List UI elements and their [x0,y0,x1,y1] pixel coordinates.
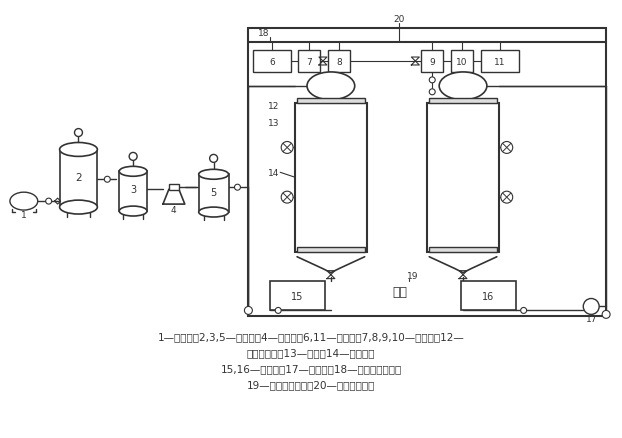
Circle shape [210,155,218,163]
Ellipse shape [439,73,487,101]
Circle shape [75,129,83,137]
Circle shape [45,199,52,205]
Bar [421,51,443,73]
Bar [328,51,350,73]
Ellipse shape [60,143,98,157]
Bar [119,172,147,212]
Text: 17: 17 [585,314,597,323]
Bar [248,29,606,317]
Text: 2: 2 [75,173,82,183]
Bar [60,150,98,208]
Bar [271,281,325,311]
Circle shape [429,78,435,84]
Text: 15: 15 [291,291,304,301]
Ellipse shape [119,167,147,177]
Text: 3: 3 [130,185,136,195]
Text: 14: 14 [267,168,279,177]
Ellipse shape [198,208,228,218]
Bar [169,185,179,191]
Text: 19: 19 [407,272,418,280]
Ellipse shape [119,207,147,216]
Text: 4: 4 [171,205,177,214]
Text: 1—压缩机；2,3,5—缓冲罐；4—配气瓶；6,11—高位槽；7,8,9,10—预热器；12—: 1—压缩机；2,3,5—缓冲罐；4—配气瓶；6,11—高位槽；7,8,9,10—… [157,332,465,342]
Bar [481,51,519,73]
Text: 7: 7 [306,57,312,66]
Bar [295,103,366,252]
Circle shape [429,90,435,95]
Circle shape [129,153,137,161]
Text: 10: 10 [457,57,468,66]
Bar [427,103,499,252]
Circle shape [275,308,281,314]
Text: 19—出气口采样口；20—转子流量计。: 19—出气口采样口；20—转子流量计。 [247,379,375,389]
Text: 9: 9 [429,57,435,66]
Text: 8: 8 [336,57,341,66]
Bar [429,99,497,103]
Text: 放空: 放空 [392,286,407,298]
Circle shape [501,192,513,204]
Bar [297,99,364,103]
Circle shape [234,185,241,191]
Text: 1: 1 [21,210,27,219]
Ellipse shape [198,170,228,180]
Text: 18: 18 [258,28,269,38]
Text: 5: 5 [210,188,216,198]
Text: 16: 16 [482,291,494,301]
Text: 11: 11 [494,57,506,66]
Text: 生物滴滤塔；13—视镜；14—差压计；: 生物滴滤塔；13—视镜；14—差压计； [247,347,375,357]
Text: 20: 20 [394,15,405,24]
Bar [429,247,497,252]
Circle shape [602,311,610,318]
Text: 6: 6 [269,57,275,66]
Text: 12: 12 [267,102,279,111]
Bar [253,51,291,73]
Text: 13: 13 [267,119,279,128]
Circle shape [501,142,513,154]
Bar [461,281,516,311]
Circle shape [281,192,293,204]
Bar [297,247,364,252]
Circle shape [336,78,342,84]
Ellipse shape [307,73,355,101]
Circle shape [583,299,599,314]
Bar [451,51,473,73]
Bar [298,51,320,73]
Text: 15,16—循环槽；17—循环泵；18—入气口采样口；: 15,16—循环槽；17—循环泵；18—入气口采样口； [220,363,402,373]
Ellipse shape [60,201,98,215]
Circle shape [104,177,110,183]
Bar [198,175,228,212]
Circle shape [336,90,342,95]
Circle shape [244,307,253,314]
Circle shape [281,142,293,154]
Circle shape [521,308,527,314]
Ellipse shape [10,193,38,211]
